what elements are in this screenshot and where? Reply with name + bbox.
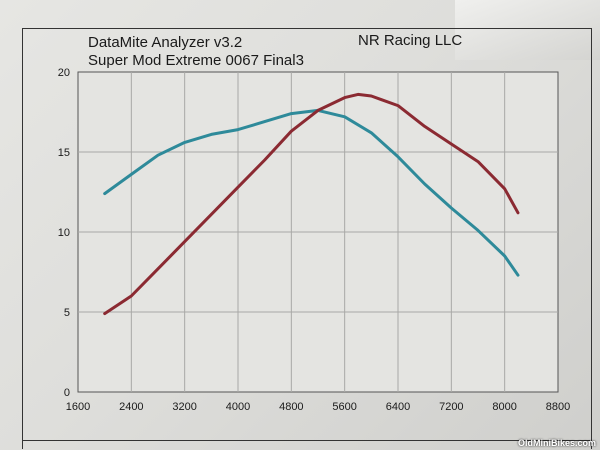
x-tick-label: 4000 — [226, 401, 250, 413]
chart-frame — [22, 28, 592, 449]
x-tick-label: 8000 — [492, 401, 516, 413]
x-tick-label: 4800 — [279, 401, 303, 413]
y-tick-label: 20 — [58, 67, 70, 79]
series-line-2 — [103, 92, 520, 316]
watermark: OldMiniBikes.com — [517, 438, 596, 448]
paper-fold — [455, 0, 600, 60]
x-tick-label: 7200 — [439, 401, 463, 413]
x-tick-label: 3200 — [172, 401, 196, 413]
x-tick-label: 6400 — [386, 401, 410, 413]
x-tick-label: 2400 — [119, 401, 143, 413]
chart-subtitle: Super Mod Extreme 0067 Final3 — [88, 52, 304, 69]
y-tick-label: 0 — [64, 387, 70, 399]
y-tick-label: 15 — [58, 147, 70, 159]
x-tick-label: 1600 — [66, 401, 90, 413]
footer-rule — [22, 440, 590, 441]
x-tick-label: 5600 — [332, 401, 356, 413]
y-tick-label: 10 — [58, 227, 70, 239]
chart-title: DataMite Analyzer v3.2 — [88, 34, 243, 51]
x-tick-label: 8800 — [546, 401, 570, 413]
company-name: NR Racing LLC — [358, 32, 463, 49]
y-tick-label: 5 — [64, 307, 70, 319]
